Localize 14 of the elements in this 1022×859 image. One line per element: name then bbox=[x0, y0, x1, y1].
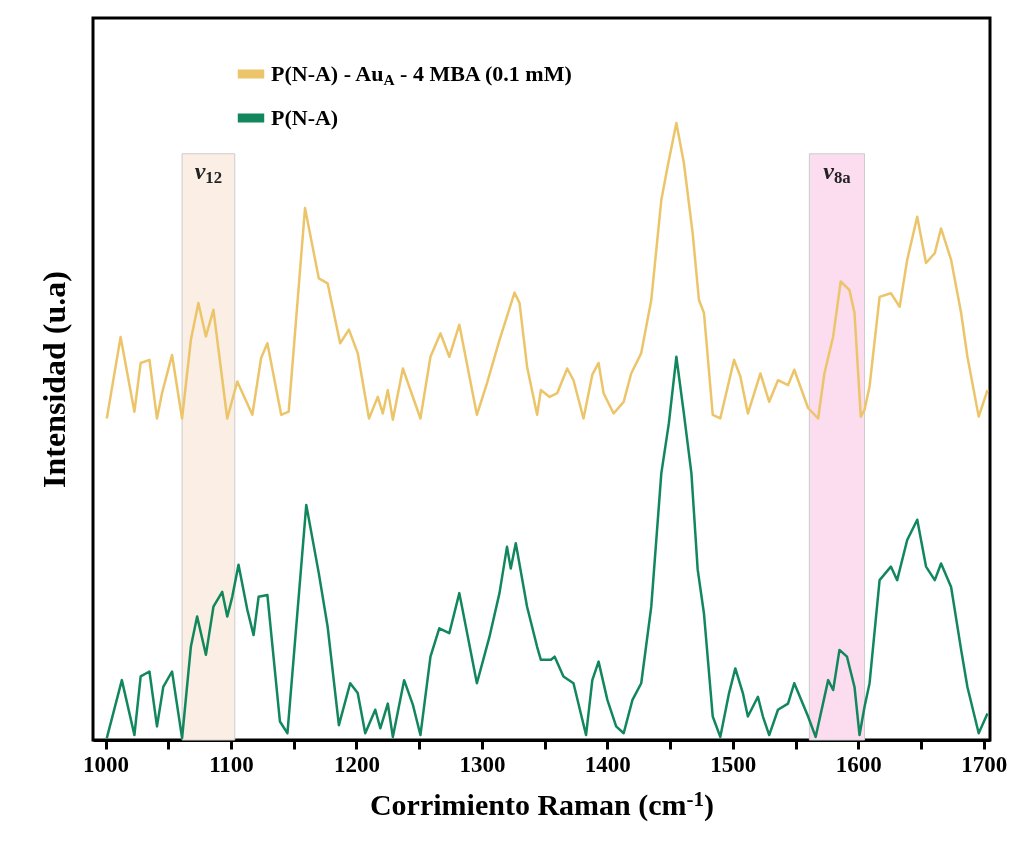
x-tick-label: 1600 bbox=[835, 751, 882, 777]
x-tick-label: 1000 bbox=[83, 751, 130, 777]
y-axis-title: Intensidad (u.a) bbox=[35, 271, 72, 488]
x-axis-title: Corrimiento Raman (cm$^{-1}$) bbox=[369, 786, 715, 822]
band-label: v$_{8a}$ bbox=[823, 157, 852, 188]
x-tick-label: 1200 bbox=[333, 751, 380, 777]
x-tick-label: 1400 bbox=[584, 751, 631, 777]
band-label: v$_{12}$ bbox=[194, 157, 223, 188]
x-tick-label: 1300 bbox=[459, 751, 506, 777]
x-tick-label: 1100 bbox=[209, 751, 254, 777]
legend-label: P(N-A) - Au$_{A}$ - 4 MBA (0.1 mM) bbox=[271, 61, 572, 88]
legend-label: P(N-A) bbox=[271, 105, 339, 130]
x-tick-label: 1500 bbox=[710, 751, 757, 777]
x-tick-label: 1700 bbox=[961, 751, 1008, 777]
